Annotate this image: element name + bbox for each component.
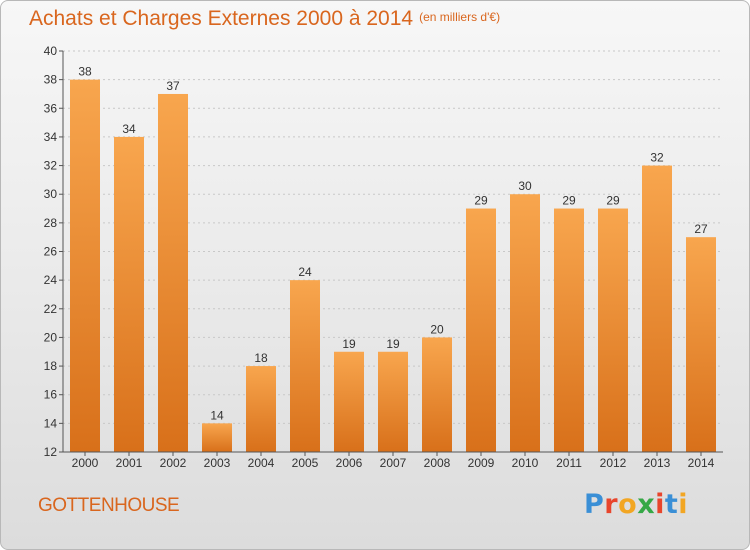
- x-tick-label: 2011: [556, 456, 582, 470]
- y-tick-label: 16: [44, 388, 58, 402]
- logo-letter: i: [678, 489, 689, 520]
- value-label: 29: [474, 194, 488, 208]
- value-label: 29: [562, 194, 576, 208]
- x-tick-label: 2009: [468, 456, 495, 470]
- x-tick-label: 2003: [204, 456, 231, 470]
- chart-title: Achats et Charges Externes 2000 à 2014 (e…: [29, 7, 500, 31]
- x-tick-label: 2000: [72, 456, 99, 470]
- value-label: 37: [166, 79, 180, 93]
- y-tick-labels: 12 14 16 18 20 22 24 26 28 30 32 34 36 38 40: [44, 44, 63, 459]
- y-tick-label: 40: [44, 44, 58, 58]
- logo-letter: x: [637, 489, 656, 520]
- y-tick-label: 36: [44, 101, 58, 115]
- bar-2002: [158, 93, 188, 452]
- value-label: 30: [518, 179, 532, 193]
- bar-2008: [422, 337, 452, 452]
- y-tick-label: 14: [44, 416, 58, 430]
- y-tick-label: 26: [44, 245, 58, 259]
- bar-2013: [642, 165, 672, 453]
- proxiti-logo: Proxiti: [584, 489, 688, 520]
- y-tick-label: 20: [44, 330, 58, 344]
- bar-2009: [466, 208, 496, 452]
- value-label: 27: [694, 222, 708, 236]
- x-tick-label: 2013: [644, 456, 671, 470]
- bar-2003: [202, 423, 232, 452]
- x-tick-label: 2005: [292, 456, 319, 470]
- x-tick-label: 2008: [424, 456, 451, 470]
- value-labels: 38 34 37 14 18 24 19 19 20 29 30 29 29 32 27: [78, 65, 708, 423]
- value-label: 14: [210, 408, 224, 422]
- y-tick-label: 32: [44, 159, 58, 173]
- x-tick-label: 2010: [512, 456, 539, 470]
- value-label: 24: [298, 265, 312, 279]
- bar-2005: [290, 280, 320, 452]
- value-label: 19: [386, 337, 400, 351]
- logo-letter: t: [664, 489, 679, 520]
- y-tick-label: 22: [44, 302, 58, 316]
- value-label: 34: [122, 122, 136, 136]
- bar-2000: [70, 79, 100, 453]
- bar-2004: [246, 366, 276, 452]
- x-tick-label: 2001: [116, 456, 143, 470]
- logo-letter: i: [655, 489, 665, 520]
- value-label: 19: [342, 337, 356, 351]
- y-tick-label: 38: [44, 73, 58, 87]
- bar-2007: [378, 351, 408, 452]
- x-tick-labels: 2000 2001 2002 2003 2004 2005 2006 2007 2008 2009…: [72, 452, 715, 470]
- value-label: 38: [78, 65, 92, 79]
- logo-letter: o: [618, 489, 638, 520]
- chart-subtitle: (en milliers d'€): [419, 10, 501, 24]
- x-tick-label: 2007: [380, 456, 407, 470]
- bar-2014: [686, 237, 716, 452]
- logo-letter: P: [584, 489, 605, 520]
- commune-name: GOTTENHOUSE: [38, 495, 180, 516]
- x-tick-label: 2002: [160, 456, 187, 470]
- x-tick-label: 2006: [336, 456, 363, 470]
- bar-2010: [510, 194, 540, 452]
- value-label: 18: [254, 351, 268, 365]
- bar-2001: [114, 136, 144, 452]
- x-tick-label: 2014: [688, 456, 715, 470]
- y-tick-label: 28: [44, 216, 58, 230]
- value-label: 32: [650, 151, 664, 165]
- chart-title-text: Achats et Charges Externes 2000 à 2014: [29, 7, 414, 30]
- x-tick-label: 2012: [600, 456, 627, 470]
- y-tick-label: 24: [44, 273, 58, 287]
- x-tick-label: 2004: [248, 456, 275, 470]
- y-tick-label: 18: [44, 359, 58, 373]
- y-tick-label: 30: [44, 187, 58, 201]
- bar-2012: [598, 208, 628, 452]
- y-tick-label: 12: [44, 445, 58, 459]
- bar-2011: [554, 208, 584, 452]
- bar-2006: [334, 351, 364, 452]
- logo-letter: r: [604, 489, 619, 520]
- value-label: 29: [606, 194, 620, 208]
- bars: [70, 79, 716, 453]
- value-label: 20: [430, 322, 444, 336]
- y-tick-label: 34: [44, 130, 58, 144]
